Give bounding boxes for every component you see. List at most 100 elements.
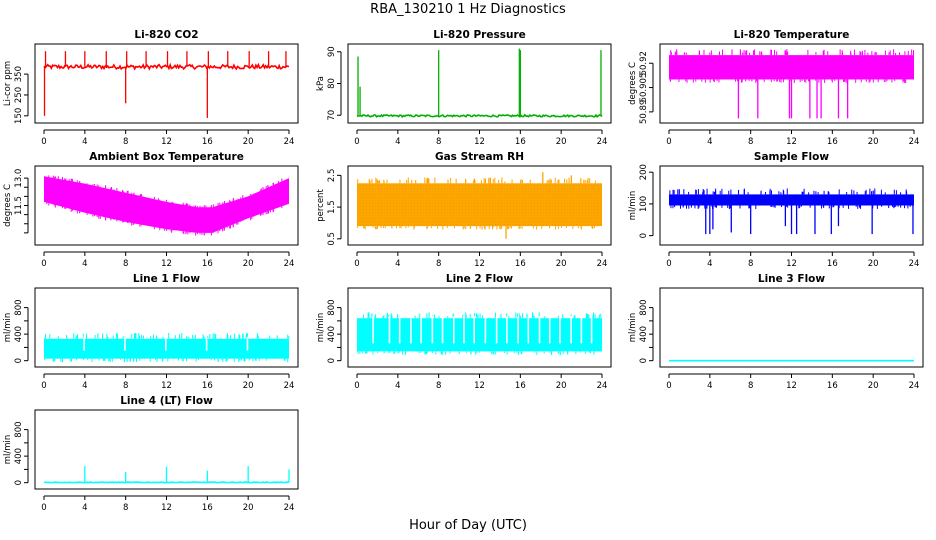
- chart-3-x-tick-label: 4: [707, 137, 712, 147]
- chart-10-series: [44, 466, 290, 484]
- chart-7-band-gap: [205, 336, 208, 351]
- chart-8-band-gap: [548, 316, 551, 344]
- chart-10-x-tick-label: 12: [161, 503, 172, 513]
- chart-10-x-tick-label: 4: [82, 503, 87, 513]
- chart-10-y-tick-label: 800: [14, 421, 24, 437]
- chart-10-title: Line 4 (LT) Flow: [120, 395, 213, 407]
- chart-3-plot-frame: [659, 43, 924, 124]
- chart-8-band-gap: [398, 316, 401, 344]
- chart-5-ylabel: percent: [316, 189, 326, 222]
- chart-7-title: Line 1 Flow: [133, 273, 200, 285]
- chart-2-y-tick-label: 80: [327, 78, 337, 89]
- chart-6-y-tick-label: 200: [639, 164, 649, 180]
- chart-4-x-tick-label: 24: [284, 259, 295, 269]
- chart-3-x-tick-label: 20: [868, 137, 879, 147]
- chart-3-ylabel: degrees C: [628, 62, 638, 105]
- chart-8-plot-frame: [347, 287, 612, 368]
- chart-2-y-tick-label: 90: [327, 46, 337, 57]
- chart-1-y-tick-label: 350: [14, 66, 24, 82]
- chart-5-y-tick-label: 0.5: [327, 232, 337, 246]
- chart-8: Line 2 Flow ml/min 0 4 8 12 16 20 24 0 400 800: [316, 273, 612, 391]
- chart-8-band-gap: [473, 316, 475, 344]
- chart-7-x-tick-label: 20: [243, 381, 254, 391]
- chart-9: Line 3 Flow ml/min 0 4 8 12 16 20 24 0 400 800: [628, 273, 924, 391]
- chart-3-x-tick-label: 12: [786, 137, 797, 147]
- chart-6: Sample Flow ml/min 0 4 8 12 16 20 24 0 100 200: [628, 151, 924, 269]
- chart-1-y-tick-label: 250: [14, 87, 24, 103]
- chart-3-y-tick-label: 50.905: [639, 73, 649, 103]
- chart-7-x-tick-label: 4: [82, 381, 87, 391]
- chart-8-x-tick-label: 0: [354, 381, 359, 391]
- chart-6-x-tick-label: 8: [748, 259, 753, 269]
- chart-7-y-tick-label: 800: [14, 299, 24, 315]
- chart-3-y-tick-label: 50.89: [639, 100, 649, 124]
- chart-8-band-gap: [463, 316, 465, 344]
- chart-7-plot-frame: [34, 287, 299, 368]
- chart-4-envelope: [44, 176, 289, 233]
- chart-1-plot-frame: [34, 43, 299, 124]
- chart-8-band-gap: [506, 316, 508, 344]
- chart-6-ylabel: ml/min: [628, 191, 638, 221]
- chart-1-baseline-line: [43, 62, 290, 71]
- chart-3: Li-820 Temperature degrees C 0 4 8 12 16 20 24 50…: [628, 29, 924, 147]
- chart-7-ylabel: ml/min: [3, 313, 13, 343]
- chart-6-series: [669, 188, 914, 235]
- chart-2-x-tick-label: 0: [354, 137, 359, 147]
- chart-6-band: [669, 194, 914, 206]
- chart-8-band-gap: [538, 316, 541, 344]
- chart-3-title: Li-820 Temperature: [734, 29, 850, 41]
- chart-10-x-tick-label: 24: [284, 503, 295, 513]
- chart-6-plot-frame: [659, 165, 924, 246]
- chart-4-y-tick-label: 13.0: [14, 169, 24, 188]
- chart-2-series: [356, 48, 603, 118]
- chart-10-y-tick-label: 400: [14, 448, 24, 464]
- chart-1-y-tick-label: 150: [14, 108, 24, 124]
- chart-1-x-tick-label: 0: [41, 137, 46, 147]
- chart-8-band-gap: [495, 316, 498, 344]
- chart-2-baseline-line: [356, 113, 603, 118]
- chart-5-y-tick-label: 2.5: [327, 169, 337, 183]
- chart-8-band-gap: [452, 316, 455, 344]
- chart-1-x-tick-label: 24: [284, 137, 295, 147]
- chart-9-title: Line 3 Flow: [758, 273, 825, 285]
- chart-9-x-tick-label: 16: [827, 381, 838, 391]
- chart-5-x-tick-label: 0: [354, 259, 359, 269]
- chart-8-band-gap: [431, 316, 434, 344]
- chart-2-x-tick-label: 4: [395, 137, 400, 147]
- chart-8-x-tick-label: 24: [597, 381, 608, 391]
- chart-8-ylabel: ml/min: [316, 313, 326, 343]
- chart-8-band-gap: [410, 316, 412, 344]
- chart-5-x-tick-label: 4: [395, 259, 400, 269]
- chart-8-series: [357, 312, 602, 355]
- chart-4-title: Ambient Box Temperature: [89, 151, 244, 163]
- chart-10: Line 4 (LT) Flow ml/min 0 4 8 12 16 20 24 0 400 800: [3, 395, 299, 513]
- chart-5-plot-frame: [347, 165, 612, 246]
- chart-1: Li-820 CO2 Li-cor ppm 0 4 8 12 16 20 24 150 250 350: [3, 29, 299, 147]
- chart-6-x-tick-label: 12: [786, 259, 797, 269]
- chart-6-y-tick-label: 0: [639, 233, 649, 238]
- chart-6-x-tick-label: 24: [909, 259, 920, 269]
- chart-7-x-tick-label: 12: [161, 381, 172, 391]
- chart-2-x-tick-label: 8: [436, 137, 441, 147]
- chart-7-y-tick-label: 400: [14, 326, 24, 342]
- chart-5-x-tick-label: 16: [515, 259, 526, 269]
- chart-1-x-tick-label: 12: [161, 137, 172, 147]
- figure-title: RBA_130210 1 Hz Diagnostics: [370, 2, 566, 17]
- chart-8-band-gap: [388, 316, 391, 344]
- chart-8-y-tick-label: 800: [327, 299, 337, 315]
- chart-5-x-tick-label: 20: [556, 259, 567, 269]
- chart-3-band: [669, 55, 914, 80]
- chart-10-x-tick-label: 0: [41, 503, 46, 513]
- chart-4-y-tick-label: 11.5: [14, 196, 24, 215]
- chart-3-x-tick-label: 8: [748, 137, 753, 147]
- chart-3-y-tick-label: 50.92: [639, 51, 649, 75]
- chart-8-band-gap: [484, 316, 487, 344]
- chart-7-y-tick-label: 0: [14, 358, 24, 363]
- chart-2-title: Li-820 Pressure: [433, 29, 526, 41]
- chart-9-x-tick-label: 24: [909, 381, 920, 391]
- chart-2-x-tick-label: 16: [515, 137, 526, 147]
- chart-8-x-tick-label: 4: [395, 381, 400, 391]
- chart-7-band-gap: [164, 336, 167, 351]
- chart-8-y-tick-label: 400: [327, 326, 337, 342]
